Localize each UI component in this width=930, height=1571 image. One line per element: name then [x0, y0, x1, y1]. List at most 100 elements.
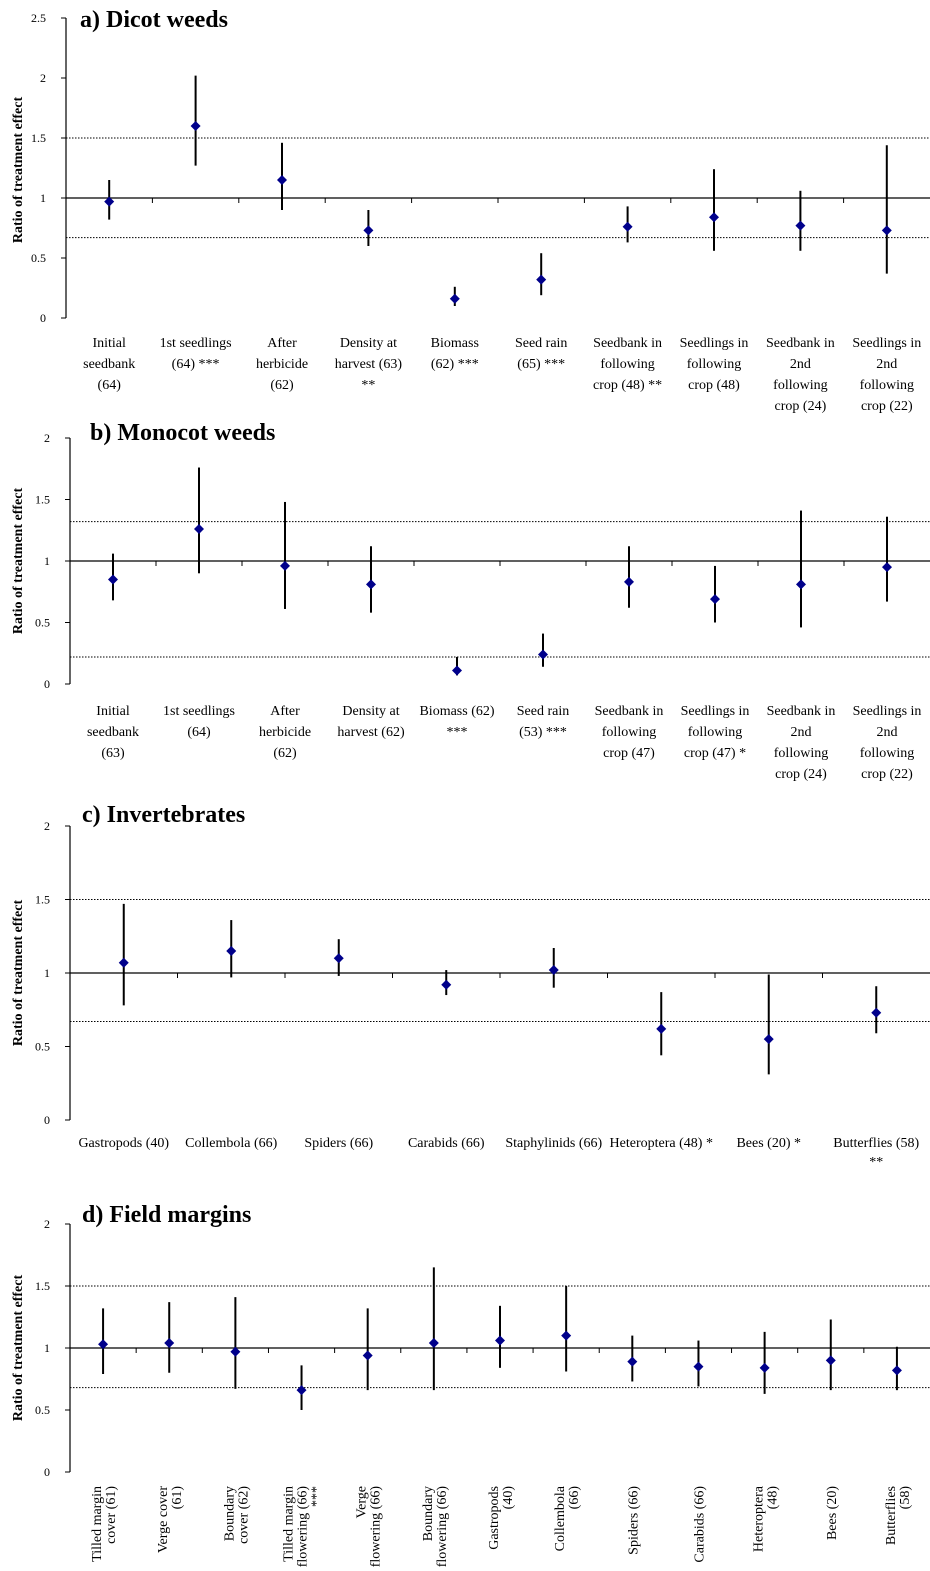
x-tick-label: crop (48) [688, 378, 740, 393]
data-point [627, 1356, 638, 1367]
x-tick-label: crop (47) [603, 746, 655, 761]
x-tick-label: following [688, 725, 742, 740]
x-tick-label: Collembola (66) [185, 1136, 277, 1151]
data-point [538, 649, 548, 660]
data-point [449, 293, 460, 304]
x-tick-label: Spiders (66) [626, 1486, 641, 1555]
data-point [796, 579, 806, 590]
data-point [759, 1362, 770, 1373]
data-point [366, 579, 376, 590]
x-tick-label: *** [447, 725, 468, 740]
x-tick-label: following [773, 378, 827, 393]
y-tick-label: 0 [44, 1113, 50, 1127]
x-tick-label: following [774, 746, 828, 761]
data-point [561, 1330, 572, 1341]
data-point [495, 1335, 505, 1346]
data-point [104, 196, 115, 207]
y-tick-label: 0.5 [35, 616, 50, 630]
data-point [656, 1023, 667, 1034]
x-tick-label: (64) [187, 725, 211, 740]
x-tick-label: following [860, 378, 914, 393]
x-tick-label: Heteroptera (48) * [610, 1136, 713, 1151]
x-tick-label: following [602, 725, 656, 740]
x-tick-label: 1st seedlings [163, 704, 235, 719]
x-tick-label: Seedlings in [853, 704, 922, 719]
x-tick-label: Butterflies (58) [833, 1136, 919, 1151]
data-point [710, 594, 720, 605]
data-point [891, 1365, 902, 1376]
x-tick-label: (64) *** [172, 357, 220, 372]
data-point [98, 1339, 109, 1350]
x-tick-label: Biomass [431, 336, 479, 351]
y-axis-label: Ratio of treatment effect [11, 488, 26, 635]
data-point [277, 175, 287, 185]
x-tick-label: 1st seedlings [160, 336, 232, 351]
data-point [795, 220, 806, 231]
x-tick-label: ** [361, 378, 375, 393]
data-point [190, 121, 201, 131]
y-tick-label: 1 [44, 554, 50, 568]
x-tick-label: (58) [898, 1486, 913, 1510]
x-tick-label: Carabids (66) [692, 1486, 707, 1563]
x-tick-label: flowering (66) [296, 1486, 311, 1568]
x-tick-label: Spiders (66) [304, 1136, 373, 1151]
data-point [709, 212, 719, 223]
x-tick-label: (61) [170, 1486, 185, 1510]
x-tick-label: seedbank [87, 725, 139, 740]
x-tick-label: Gastropods (40) [78, 1136, 169, 1151]
x-tick-label: After [267, 336, 297, 351]
x-tick-label: (40) [501, 1486, 516, 1510]
data-point [548, 965, 559, 976]
chart-panel-1: a) Dicot weeds Ratio of treatment effect 0… [11, 7, 930, 414]
x-tick-label: Seed rain [517, 704, 569, 719]
x-tick-label: harvest (63) [335, 357, 403, 372]
x-tick-label: Butterflies [884, 1486, 899, 1545]
chart-title: d) Field margins [82, 1202, 251, 1228]
y-tick-label: 0.5 [31, 251, 46, 265]
y-tick-label: 0 [44, 1465, 50, 1479]
x-tick-label: (48) [766, 1486, 781, 1510]
data-point [452, 665, 462, 676]
x-tick-label: Tilled margin [282, 1486, 297, 1562]
x-tick-label: Initial [96, 704, 130, 719]
x-tick-label: Gastropods [487, 1486, 502, 1550]
y-tick-label: 2 [40, 71, 46, 85]
x-tick-label: crop (22) [861, 399, 913, 414]
x-tick-label: Seedlings in [852, 336, 921, 351]
x-tick-label: Biomass (62) [419, 704, 494, 719]
x-tick-label: Seedbank in [593, 336, 662, 351]
x-tick-label: Boundary [421, 1486, 436, 1541]
data-point [333, 953, 344, 964]
y-tick-label: 1.5 [35, 1279, 50, 1293]
x-tick-label: (63) [101, 746, 125, 761]
x-tick-label: Bees (20) [825, 1486, 840, 1540]
x-tick-label: 2nd [876, 357, 897, 372]
x-tick-label: Density at [342, 704, 399, 719]
x-tick-label: flowering (66) [435, 1486, 450, 1568]
x-tick-label: Carabids (66) [408, 1136, 485, 1151]
data-point [622, 221, 633, 232]
y-tick-label: 2 [44, 819, 50, 833]
x-tick-label: Seedlings in [681, 704, 750, 719]
x-tick-label: seedbank [83, 357, 135, 372]
data-point [871, 1007, 882, 1018]
x-tick-label: (65) *** [517, 357, 565, 372]
y-tick-label: 2 [44, 1217, 50, 1231]
data-point [296, 1385, 307, 1396]
y-tick-label: 1 [44, 966, 50, 980]
x-tick-label: Verge cover [156, 1486, 171, 1553]
x-tick-label: Seedbank in [766, 336, 835, 351]
data-point [226, 945, 237, 956]
x-tick-label: 2nd [790, 357, 811, 372]
y-tick-label: 1.5 [31, 131, 46, 145]
data-point [362, 1350, 373, 1361]
y-tick-label: 1 [44, 1341, 50, 1355]
x-tick-label: cover (62) [236, 1486, 251, 1544]
chart-title: b) Monocot weeds [90, 420, 275, 446]
data-point [230, 1346, 241, 1357]
x-tick-label: (62) [270, 378, 294, 393]
x-tick-label: following [600, 357, 654, 372]
x-tick-label: Bees (20) * [736, 1136, 801, 1151]
y-tick-label: 0 [40, 311, 46, 325]
data-point [428, 1338, 439, 1349]
